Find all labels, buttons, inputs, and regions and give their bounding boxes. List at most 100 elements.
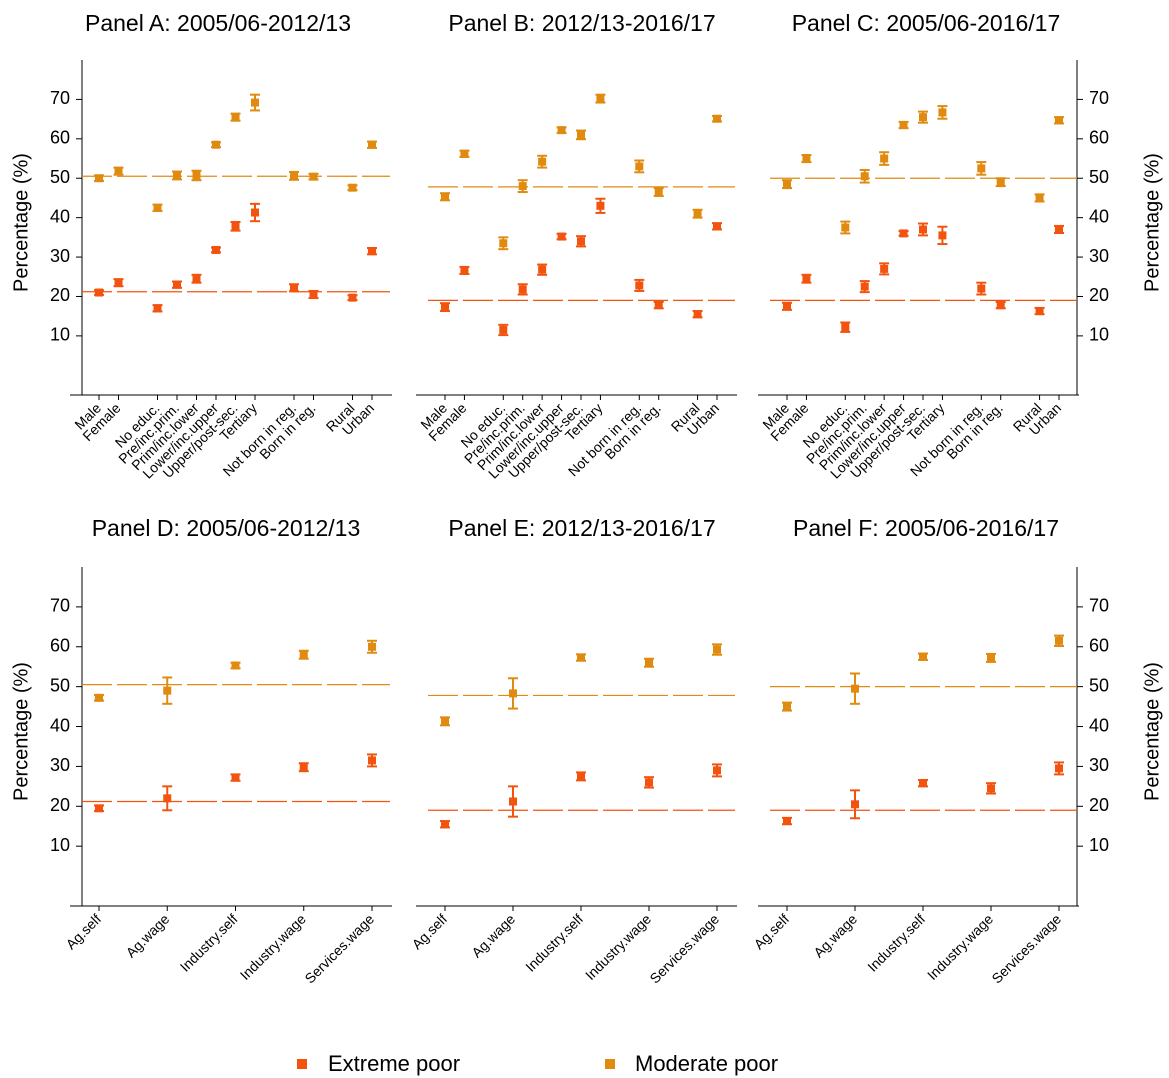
y-tick-label: 50 (1089, 675, 1109, 695)
point (290, 283, 298, 292)
point (635, 281, 644, 290)
y-tick-label: 20 (50, 795, 70, 815)
point (441, 717, 449, 726)
y-tick-label: 30 (50, 246, 70, 266)
point (654, 301, 663, 310)
y-tick-label: 10 (1089, 835, 1109, 855)
y-tick-label: 40 (1089, 206, 1109, 226)
panel-title: Panel E: 2012/13-2016/17 (448, 515, 715, 541)
point (713, 222, 721, 231)
point (713, 645, 721, 654)
y-axis-label: Percentage (%) (1141, 662, 1163, 801)
y-axis-label: Percentage (%) (1141, 153, 1163, 292)
point (231, 222, 240, 231)
point (851, 684, 859, 693)
y-tick-label: 50 (50, 675, 70, 695)
point (577, 237, 585, 246)
point (1055, 116, 1063, 125)
point (645, 658, 653, 667)
point (299, 650, 308, 659)
point (1055, 636, 1063, 645)
point (299, 763, 308, 772)
point (596, 201, 605, 210)
point (441, 820, 449, 829)
point (802, 274, 811, 283)
y-tick-label: 10 (50, 325, 70, 345)
point (192, 171, 201, 180)
point (231, 113, 240, 122)
point (441, 303, 449, 312)
x-tick-label: Industry.self (522, 911, 586, 975)
y-tick-label: 20 (1089, 285, 1109, 305)
point (368, 247, 376, 256)
point (693, 209, 702, 218)
point (251, 208, 259, 217)
point (996, 301, 1005, 310)
point (348, 293, 357, 302)
point (987, 784, 995, 793)
point (654, 188, 663, 197)
point (509, 689, 517, 698)
point (460, 266, 469, 275)
point (987, 653, 995, 662)
point (938, 231, 947, 240)
point (1055, 225, 1063, 234)
point (851, 800, 859, 809)
x-tick-label: Industry.self (864, 911, 928, 975)
point (1035, 307, 1044, 316)
point (783, 702, 791, 711)
point (212, 140, 220, 149)
point (499, 239, 508, 248)
point (192, 274, 201, 283)
legend-label: Moderate poor (635, 1051, 778, 1076)
x-tick-label: Industry.wage (582, 911, 654, 983)
point (1055, 764, 1063, 773)
panel-title: Panel C: 2005/06-2016/17 (792, 10, 1061, 36)
point (919, 113, 927, 122)
x-tick-label: Ag.self (63, 911, 105, 953)
legend-label: Extreme poor (328, 1051, 460, 1076)
point (231, 661, 240, 670)
y-tick-label: 30 (1089, 755, 1109, 775)
y-tick-label: 60 (1089, 636, 1109, 656)
point (1035, 193, 1044, 202)
x-tick-label: Industry.self (177, 911, 241, 975)
point (880, 264, 889, 273)
point (996, 178, 1005, 187)
y-tick-label: 60 (50, 128, 70, 148)
y-tick-label: 70 (1089, 596, 1109, 616)
y-tick-label: 50 (50, 167, 70, 187)
x-tick-label: Ag.wage (123, 911, 173, 961)
point (212, 245, 220, 254)
y-tick-label: 60 (1089, 128, 1109, 148)
point (693, 310, 702, 319)
y-tick-label: 20 (50, 285, 70, 305)
point (173, 280, 181, 289)
point (231, 773, 240, 782)
point (880, 154, 889, 163)
point (441, 192, 449, 201)
x-tick-label: Ag.self (751, 911, 793, 953)
panel-title: Panel F: 2005/06-2016/17 (793, 515, 1059, 541)
point (538, 157, 547, 166)
point (557, 126, 566, 135)
point (309, 290, 318, 299)
point (163, 794, 172, 803)
point (783, 180, 791, 189)
point (163, 686, 172, 695)
point (919, 652, 927, 661)
x-tick-label: Services.wage (988, 911, 1064, 987)
point (860, 282, 869, 291)
legend-swatch (605, 1059, 615, 1069)
y-tick-label: 20 (1089, 795, 1109, 815)
y-tick-label: 40 (50, 715, 70, 735)
point (783, 302, 791, 311)
point (860, 172, 869, 181)
point (899, 121, 908, 130)
point (919, 225, 927, 234)
y-axis-label: Percentage (%) (10, 153, 32, 292)
point (95, 693, 103, 702)
x-tick-label: Industry.wage (237, 911, 309, 983)
